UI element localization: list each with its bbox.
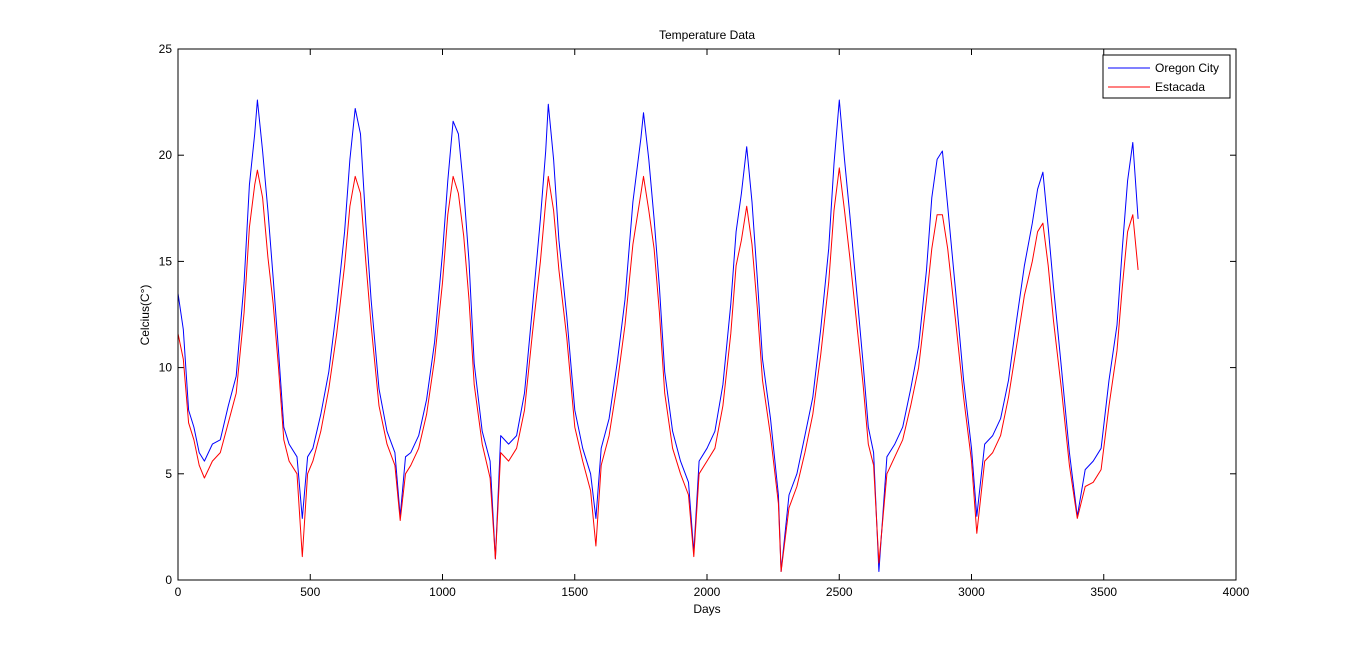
x-axis-ticks: 0 500 1000 1500 2000 2500 3000 3500 4000 <box>175 49 1250 599</box>
y-tick-label: 15 <box>159 254 173 268</box>
x-tick-label: 3000 <box>958 585 985 599</box>
legend-label-estacada: Estacada <box>1155 80 1205 94</box>
x-tick-label: 500 <box>300 585 320 599</box>
y-tick-label: 5 <box>165 467 172 481</box>
x-tick-label: 4000 <box>1223 585 1250 599</box>
x-tick-label: 2000 <box>694 585 721 599</box>
legend: Oregon City Estacada <box>1102 54 1231 99</box>
x-tick-label: 2500 <box>826 585 853 599</box>
y-axis-ticks: 0 5 10 15 20 25 <box>159 42 1236 587</box>
plot-area <box>178 49 1236 580</box>
chart-title: Temperature Data <box>659 28 755 42</box>
y-axis-label: Celcius(C°) <box>138 285 152 346</box>
series-layer <box>178 99 1139 572</box>
y-tick-label: 10 <box>159 361 173 375</box>
y-tick-label: 20 <box>159 148 173 162</box>
series-line-estacada <box>178 167 1139 572</box>
x-tick-label: 1500 <box>561 585 588 599</box>
x-tick-label: 3500 <box>1090 585 1117 599</box>
y-tick-label: 25 <box>159 42 173 56</box>
x-tick-label: 0 <box>175 585 182 599</box>
series-line-oregon-city <box>178 99 1139 572</box>
axes-frame <box>177 48 1237 581</box>
y-tick-label: 0 <box>165 573 172 587</box>
legend-label-oregon-city: Oregon City <box>1155 61 1219 75</box>
x-tick-label: 1000 <box>429 585 456 599</box>
legend-box <box>1102 54 1231 99</box>
x-axis-label: Days <box>693 602 720 616</box>
